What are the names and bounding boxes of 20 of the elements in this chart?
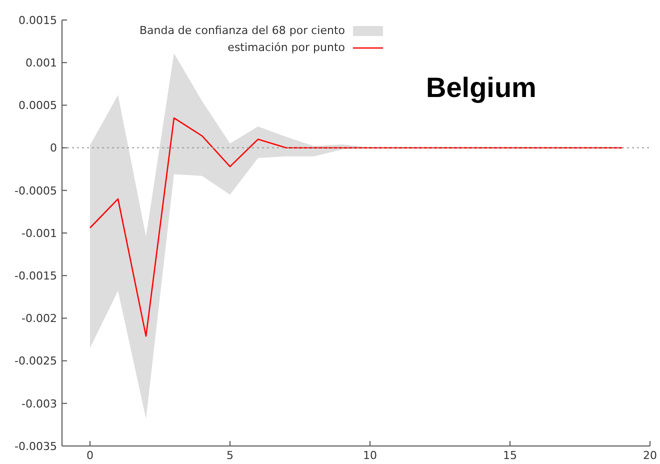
- x-tick-label: 20: [643, 448, 657, 462]
- annotation: Banda de confianza del 68 por ciento: [139, 23, 345, 39]
- y-tick-label: -0.002: [22, 312, 57, 326]
- y-tick-label: -0.0015: [14, 270, 57, 283]
- y-tick-label: 0.0015: [18, 14, 57, 27]
- x-tick-label: 5: [226, 448, 234, 462]
- x-tick-label: 0: [86, 448, 94, 462]
- y-tick-label: -0.0035: [14, 440, 57, 453]
- y-tick-label: 0.001: [26, 56, 57, 70]
- y-tick-label: 0: [50, 142, 57, 155]
- legend-label: estimación por punto: [228, 40, 345, 56]
- y-tick-label: -0.0005: [14, 184, 57, 198]
- line-series: [89, 117, 623, 337]
- x-tick-label: 15: [503, 448, 517, 462]
- y-tick-label: 0.0005: [18, 99, 57, 112]
- y-tick-label: -0.0025: [14, 354, 57, 368]
- annotation: Belgium: [426, 72, 536, 104]
- y-tick-label: -0.003: [22, 397, 57, 410]
- y-tick-label: -0.001: [22, 226, 57, 240]
- x-tick-label: 10: [363, 448, 377, 462]
